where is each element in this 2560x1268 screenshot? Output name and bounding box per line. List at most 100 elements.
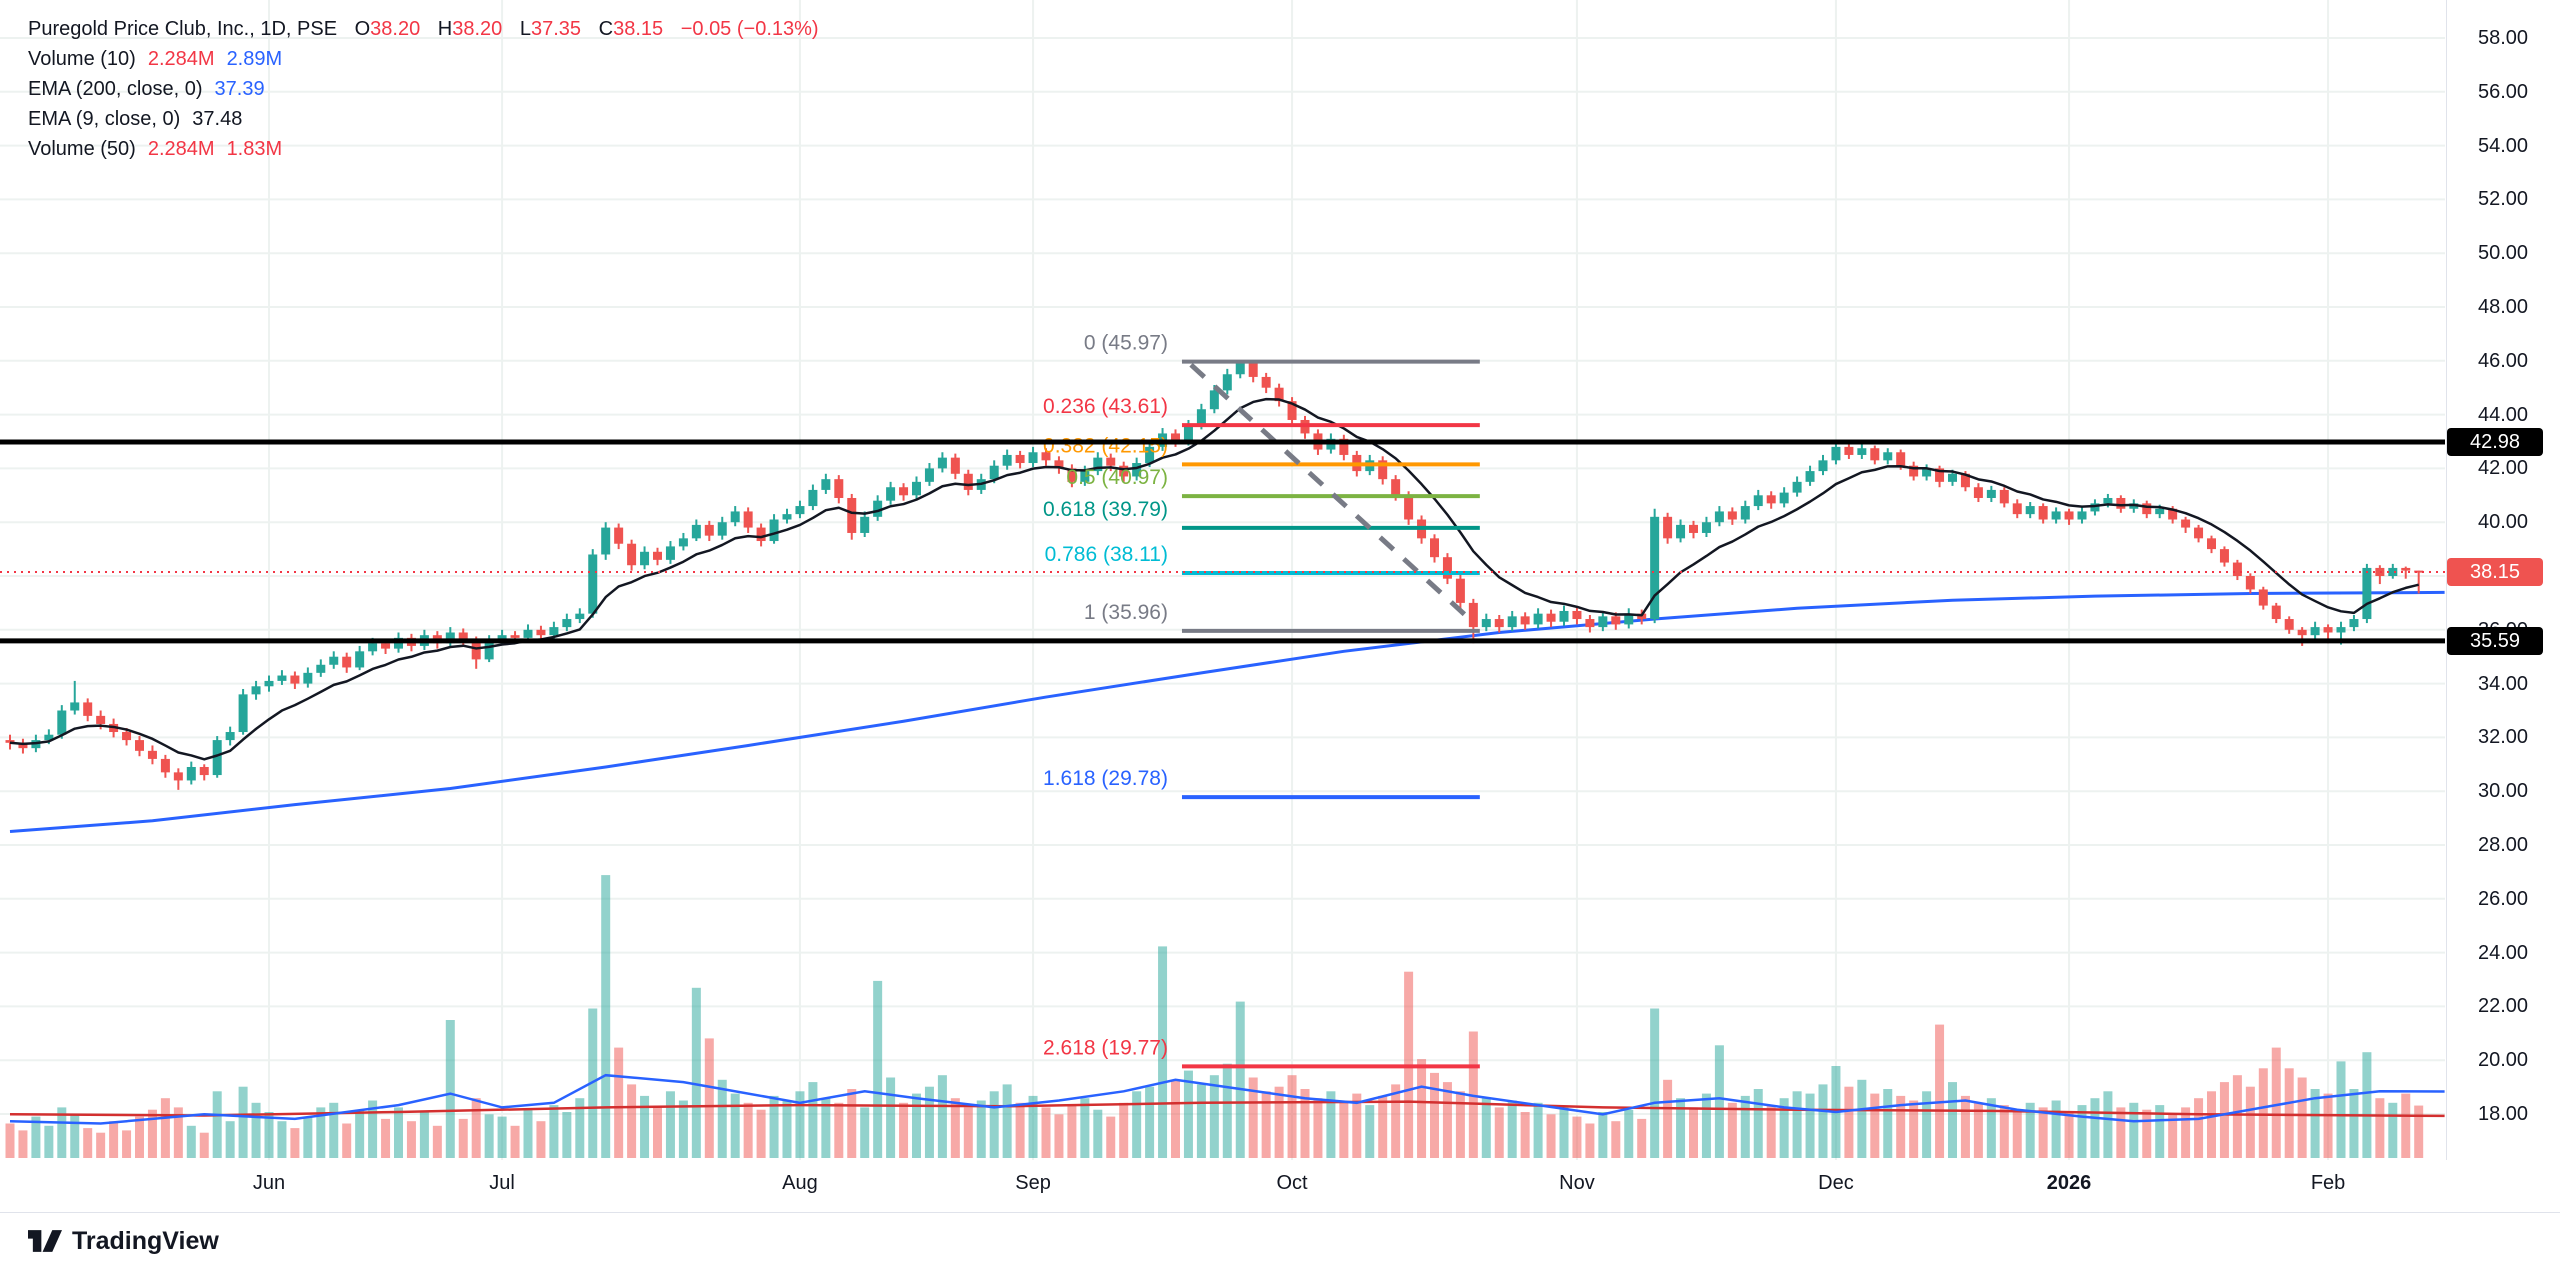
volume-bar — [950, 1098, 960, 1158]
candle-body — [640, 551, 650, 566]
fib-level-label: 1 (35.96) — [1084, 601, 1168, 624]
fib-level-label: 0.382 (42.15) — [1043, 434, 1168, 457]
price-axis-label: 18.00 — [2477, 1103, 2529, 1125]
volume-bar — [2103, 1091, 2113, 1158]
ema200-line[interactable] — [9, 590, 2445, 834]
volume-bar — [1300, 1089, 1310, 1158]
price-axis-label: 58.00 — [2477, 27, 2529, 49]
volume-bar — [523, 1109, 533, 1158]
volume-bar — [1093, 1109, 1103, 1158]
candle-body — [1378, 460, 1388, 480]
fib-retracement[interactable]: 0 (45.97) 0.236 (43.61) 0.382 (42.15) 0.5 (… — [1043, 332, 1480, 1069]
candle-body — [1689, 524, 1698, 533]
candle-body — [1430, 538, 1439, 558]
candle-body — [2064, 511, 2074, 520]
candle-body — [847, 497, 857, 533]
candle-body — [1404, 495, 1414, 520]
candle-body — [1559, 610, 1569, 622]
candle-body — [1119, 465, 1129, 477]
ema200-path[interactable] — [9, 590, 2445, 834]
volume-bar — [1196, 1084, 1206, 1158]
volume-bar — [2336, 1061, 2346, 1158]
volume-bar — [225, 1121, 235, 1158]
volume-bar — [1883, 1089, 1893, 1158]
candle-body — [2219, 549, 2229, 563]
volume-bar — [1119, 1102, 1129, 1158]
volume-bar — [1028, 1095, 1038, 1158]
candle-body — [1248, 363, 1258, 377]
candle-body — [1067, 468, 1077, 482]
volume-bar — [31, 1116, 41, 1158]
candle-body — [251, 686, 261, 695]
candle-body — [1222, 374, 1232, 391]
volume-bar — [355, 1109, 365, 1158]
volume-bar — [640, 1095, 650, 1158]
candle-body — [2414, 570, 2424, 573]
candle-body — [1520, 616, 1530, 625]
legend-row-indicator-2[interactable]: EMA (9, close, 0) 37.48 — [28, 104, 819, 134]
axis-separator-vertical — [2446, 0, 2447, 1212]
volume-bar — [1740, 1095, 1750, 1158]
candle-body — [1054, 460, 1064, 469]
ema9-line[interactable] — [9, 397, 2419, 761]
price-axis-label: 54.00 — [2477, 134, 2529, 157]
volume-bar — [44, 1125, 54, 1158]
candle-body — [717, 522, 727, 536]
chart-canvas[interactable]: 0 (45.97) 0.236 (43.61) 0.382 (42.15) 0.5 (… — [0, 0, 2446, 1212]
price-axis[interactable]: 58.00 56.00 54.00 52.00 50.00 48.00 46.00 44.00… — [2446, 0, 2560, 1212]
candle-body — [1844, 446, 1854, 455]
candle-body — [1766, 495, 1776, 504]
legend-row-indicator-0[interactable]: Volume (10) 2.284M 2.89M — [28, 44, 819, 74]
volume-bar — [2271, 1047, 2281, 1158]
candle-body — [2038, 506, 2048, 520]
candle-body — [1546, 613, 1556, 622]
volume-ma50-line[interactable] — [9, 1100, 2445, 1118]
volume-bar — [2232, 1075, 2242, 1158]
candle-body — [1922, 468, 1932, 477]
horizontal-price-lines[interactable] — [0, 439, 2445, 644]
ema9-path[interactable] — [9, 397, 2419, 761]
candle-body — [147, 750, 157, 759]
volume-bar — [1507, 1100, 1517, 1158]
volume-bar — [432, 1125, 442, 1158]
volume-bar — [1598, 1112, 1608, 1158]
volume-ma10-line[interactable] — [9, 1073, 2445, 1125]
volume-bar — [1714, 1045, 1724, 1158]
volume-bar — [1481, 1098, 1491, 1158]
candle-body — [1442, 557, 1452, 579]
candle-body — [989, 465, 999, 480]
volume-bar — [782, 1100, 792, 1158]
volume-bar — [1326, 1091, 1336, 1158]
volume-bar — [199, 1132, 209, 1158]
candle-body — [160, 758, 170, 773]
tradingview-branding[interactable]: TradingView — [28, 1226, 219, 1256]
candle-body — [1080, 471, 1090, 482]
close-value: 38.15 — [613, 18, 664, 40]
candle-body — [1196, 409, 1206, 426]
volume-bar — [2349, 1089, 2359, 1158]
candle-body — [523, 629, 533, 638]
candle-body — [2155, 508, 2165, 515]
volume-bar — [937, 1075, 947, 1158]
candle-body — [445, 632, 455, 644]
candle-body — [2090, 503, 2100, 512]
price-axis-label: 40.00 — [2477, 511, 2529, 534]
time-axis[interactable]: Jun Jul Aug Sep Oct Nov Dec 2026 Feb — [0, 1160, 2560, 1212]
volume-bar — [1909, 1100, 1919, 1158]
volume-bar — [976, 1100, 986, 1158]
legend-row-indicator-1[interactable]: EMA (200, close, 0) 37.39 — [28, 74, 819, 104]
legend-row-indicator-3[interactable]: Volume (50) 2.284M 1.83M — [28, 134, 819, 164]
volume-bar — [147, 1109, 157, 1158]
candle-body — [1792, 481, 1802, 493]
candle-body — [536, 629, 546, 636]
candle-body — [1740, 506, 1750, 520]
volume-bar — [2194, 1098, 2204, 1158]
candle-body — [627, 543, 637, 566]
volume-bar — [2012, 1112, 2022, 1158]
volume-bar — [471, 1098, 481, 1158]
price-axis-label: 20.00 — [2477, 1049, 2529, 1072]
candle-body — [1909, 465, 1919, 477]
time-axis-label-2026: 2026 — [2046, 1172, 2092, 1194]
volume-bar — [873, 980, 883, 1158]
legend-row-symbol[interactable]: Puregold Price Club, Inc., 1D, PSE O38.2… — [28, 14, 819, 44]
